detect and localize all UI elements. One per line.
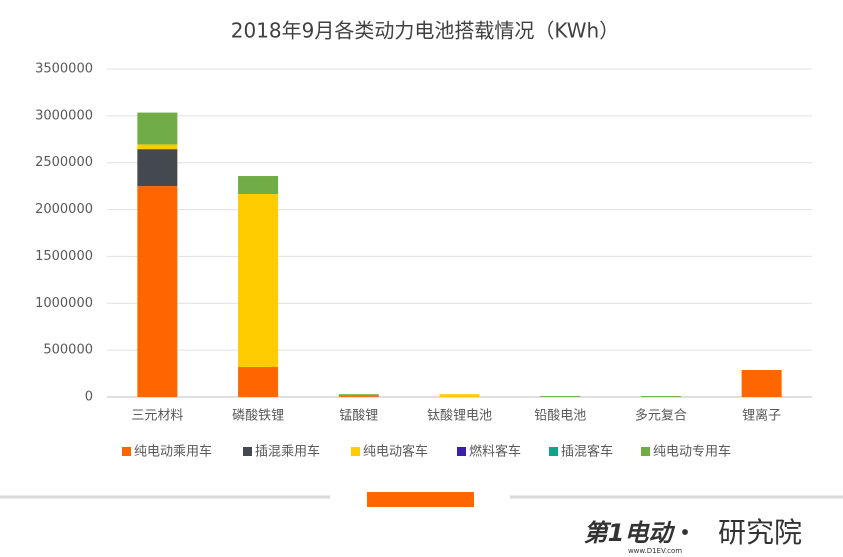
legend-swatch — [549, 447, 558, 456]
legend-swatch — [641, 447, 650, 456]
bar-segment — [338, 396, 379, 397]
x-tick-label: 铅酸电池 — [534, 409, 586, 424]
logo-brand: 第1电动 — [584, 519, 676, 547]
y-tick-label: 3500000 — [35, 62, 93, 77]
bar-segment — [137, 149, 178, 187]
bar-segment — [640, 396, 681, 397]
bar-segment — [137, 144, 178, 150]
logo-dot: • — [679, 521, 691, 545]
bar-segment — [137, 186, 178, 397]
logo: 第1电动 • 研究院 www.D1EV.com — [584, 516, 802, 555]
legend-label: 纯电动客车 — [363, 444, 428, 460]
y-tick-label: 1000000 — [35, 296, 93, 311]
bar-segment — [238, 194, 279, 368]
x-tick-label: 磷酸铁锂 — [232, 409, 284, 424]
bar-segment — [338, 394, 379, 397]
legend-label: 纯电动乘用车 — [134, 444, 212, 460]
legend-swatch — [457, 447, 466, 456]
bar-segment — [137, 112, 178, 145]
bar-segment — [238, 176, 279, 195]
legend-swatch — [351, 447, 360, 456]
legend-swatch — [122, 447, 131, 456]
bar-segment — [741, 370, 782, 397]
legend-label: 插混客车 — [561, 444, 613, 460]
legend-label: 燃料客车 — [469, 444, 521, 460]
y-tick-label: 500000 — [43, 343, 93, 358]
x-tick-label: 钛酸锂电池 — [427, 409, 492, 424]
x-tick-label: 锂离子 — [742, 408, 781, 424]
legend-swatch — [243, 447, 252, 456]
y-tick-label: 1500000 — [35, 249, 93, 264]
y-tick-label: 2500000 — [35, 155, 93, 170]
chart-title: 2018年9月各类动力电池搭载情况（KWh） — [231, 19, 619, 43]
accent-bar — [367, 492, 474, 507]
legend-label: 纯电动专用车 — [653, 444, 731, 460]
y-tick-label: 3000000 — [35, 108, 93, 123]
x-tick-label: 多元复合 — [635, 408, 687, 424]
y-tick-label: 0 — [85, 390, 93, 405]
logo-suffix: 研究院 — [718, 516, 802, 549]
y-tick-label: 2000000 — [35, 202, 93, 217]
x-tick-label: 三元材料 — [131, 409, 183, 424]
bar-segment — [439, 394, 480, 397]
bar-segment — [238, 367, 279, 397]
bar-segment — [540, 396, 581, 397]
legend-label: 插混乘用车 — [255, 444, 320, 460]
logo-url: www.D1EV.com — [628, 547, 682, 555]
x-tick-label: 锰酸锂 — [339, 409, 378, 424]
